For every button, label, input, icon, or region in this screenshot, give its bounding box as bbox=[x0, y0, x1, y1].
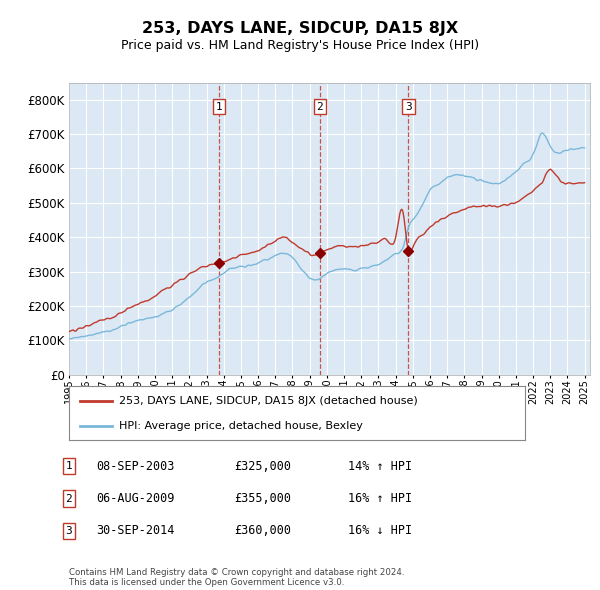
Text: 253, DAYS LANE, SIDCUP, DA15 8JX (detached house): 253, DAYS LANE, SIDCUP, DA15 8JX (detach… bbox=[119, 396, 418, 407]
Text: 1: 1 bbox=[65, 461, 73, 471]
Text: 1: 1 bbox=[215, 101, 222, 112]
Text: 14% ↑ HPI: 14% ↑ HPI bbox=[348, 460, 412, 473]
Text: 06-AUG-2009: 06-AUG-2009 bbox=[96, 492, 175, 505]
Text: 2: 2 bbox=[65, 494, 73, 503]
Text: 16% ↓ HPI: 16% ↓ HPI bbox=[348, 525, 412, 537]
Text: 3: 3 bbox=[65, 526, 73, 536]
Text: 30-SEP-2014: 30-SEP-2014 bbox=[96, 525, 175, 537]
Text: 3: 3 bbox=[405, 101, 412, 112]
Text: £360,000: £360,000 bbox=[234, 525, 291, 537]
Text: £355,000: £355,000 bbox=[234, 492, 291, 505]
Text: HPI: Average price, detached house, Bexley: HPI: Average price, detached house, Bexl… bbox=[119, 421, 363, 431]
Text: 16% ↑ HPI: 16% ↑ HPI bbox=[348, 492, 412, 505]
Text: £325,000: £325,000 bbox=[234, 460, 291, 473]
Text: Price paid vs. HM Land Registry's House Price Index (HPI): Price paid vs. HM Land Registry's House … bbox=[121, 39, 479, 52]
Text: 2: 2 bbox=[316, 101, 323, 112]
Text: Contains HM Land Registry data © Crown copyright and database right 2024.
This d: Contains HM Land Registry data © Crown c… bbox=[69, 568, 404, 587]
Text: 253, DAYS LANE, SIDCUP, DA15 8JX: 253, DAYS LANE, SIDCUP, DA15 8JX bbox=[142, 21, 458, 36]
Text: 08-SEP-2003: 08-SEP-2003 bbox=[96, 460, 175, 473]
